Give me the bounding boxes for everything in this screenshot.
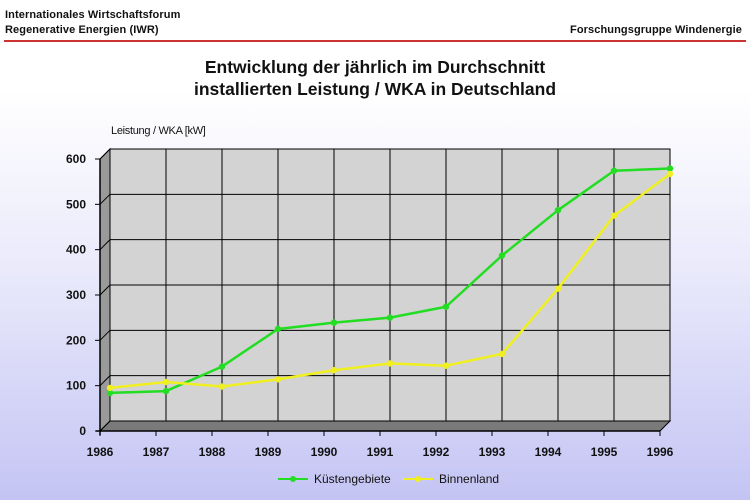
data-point-k-stengebiete-1995: [610, 167, 618, 174]
data-point-k-stengebiete-1986: [106, 389, 114, 397]
x-tick-label-1989: 1989: [255, 445, 282, 459]
legend-swatch-kuestengebiete: [278, 476, 308, 482]
data-point-k-stengebiete-1991: [386, 314, 394, 321]
x-tick-label-1988: 1988: [199, 445, 226, 459]
data-point-binnenland-1996: [666, 170, 674, 178]
data-point-binnenland-1991: [386, 360, 394, 367]
data-point-k-stengebiete-1987: [162, 387, 170, 395]
x-tick-label-1991: 1991: [367, 445, 394, 459]
data-point-k-stengebiete-1993: [498, 252, 506, 259]
header-org-line2: Regenerative Energien (IWR): [5, 24, 159, 36]
data-point-k-stengebiete-1990: [330, 319, 338, 326]
legend-swatch-binnenland: [403, 476, 433, 482]
legend-label-kuestengebiete: Küstengebiete: [314, 472, 391, 486]
x-tick-label-1990: 1990: [311, 445, 338, 459]
data-point-k-stengebiete-1988: [218, 363, 226, 370]
data-point-binnenland-1992: [442, 362, 450, 369]
data-point-binnenland-1990: [330, 367, 338, 374]
plot-floor: [98, 420, 672, 432]
legend-label-binnenland: Binnenland: [439, 472, 500, 486]
y-tick-label-500: 500: [66, 197, 86, 211]
x-tick-label-1994: 1994: [535, 445, 562, 459]
y-tick-label-0: 0: [79, 424, 86, 438]
y-tick-label-400: 400: [66, 243, 86, 257]
chart-title-line2: installierten Leistung / WKA in Deutschl…: [193, 79, 557, 99]
y-axis-label: Leistung / WKA [kW]: [111, 125, 206, 137]
data-point-binnenland-1987: [162, 378, 170, 386]
y-tick-label-200: 200: [66, 333, 86, 347]
y-tick-label-300: 300: [66, 288, 86, 302]
y-tick-label-100: 100: [66, 379, 86, 393]
data-point-k-stengebiete-1992: [442, 303, 450, 310]
x-tick-label-1996: 1996: [647, 445, 674, 459]
legend: Küstengebiete Binnenland: [0, 472, 750, 490]
x-tick-label-1992: 1992: [423, 445, 450, 459]
legend-item-kuestengebiete: Küstengebiete: [278, 472, 391, 486]
y-tick-label-600: 600: [66, 152, 86, 166]
data-point-binnenland-1995: [610, 212, 618, 219]
header-divider: [4, 40, 746, 42]
x-tick-label-1987: 1987: [143, 445, 170, 459]
data-point-binnenland-1988: [218, 383, 226, 390]
x-tick-label-1993: 1993: [479, 445, 506, 459]
data-point-binnenland-1993: [498, 350, 506, 358]
data-point-k-stengebiete-1994: [554, 207, 562, 214]
data-point-binnenland-1989: [274, 376, 282, 383]
x-tick-label-1995: 1995: [591, 445, 618, 459]
data-point-binnenland-1986: [106, 384, 114, 392]
header-org-line1: Internationales Wirtschaftsforum: [5, 9, 181, 21]
chart-title-line1: Entwicklung der jährlich im Durchschnitt: [204, 57, 546, 77]
data-point-binnenland-1994: [554, 285, 562, 292]
legend-item-binnenland: Binnenland: [403, 472, 499, 486]
header-research-group: Forschungsgruppe Windenergie: [570, 24, 742, 36]
data-point-k-stengebiete-1989: [274, 325, 282, 333]
data-point-k-stengebiete-1996: [666, 165, 674, 172]
x-tick-label-1986: 1986: [87, 445, 114, 459]
